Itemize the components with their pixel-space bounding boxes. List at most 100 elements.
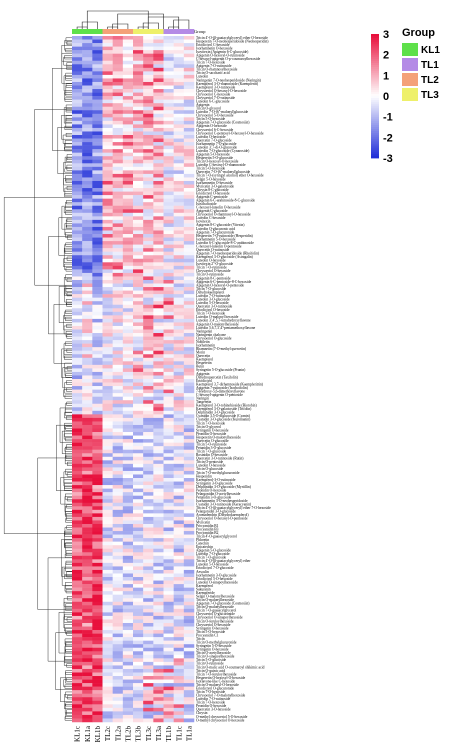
heatmap-cell [112,439,124,443]
heatmap-cell [173,573,185,578]
heatmap-cell [143,679,154,684]
heatmap-cell [173,534,185,539]
heatmap-cell [183,166,195,171]
heatmap-cell [163,156,174,161]
heatmap-cell [143,209,154,214]
heatmap-cell [72,315,83,320]
heatmap-cell [143,106,154,111]
heatmap-cell [163,382,174,387]
row-label: Kaempferol 3-O-galactoside (Trifolin) [196,407,252,411]
heatmap-cell [92,180,103,185]
heatmap-cell [163,389,174,394]
heatmap-cell [163,265,174,270]
heatmap-cell [122,156,134,161]
heatmap-cell [183,248,195,252]
heatmap-cell [102,577,113,581]
heatmap-cell [102,679,113,684]
heatmap-cell [102,449,113,454]
heatmap-cell [143,138,154,143]
heatmap-cell [133,562,144,567]
heatmap-cell [163,258,174,263]
row-dendrogram [3,37,72,721]
heatmap-cell [122,272,134,277]
heatmap-cell [82,142,93,146]
heatmap-cell [82,350,93,355]
heatmap-cell [163,552,174,557]
heatmap-cell [133,704,144,709]
heatmap-cell [102,159,113,164]
heatmap-cell [143,195,154,199]
row-label: Tricin O-malic acid O-coumaroyl shikimic… [196,665,265,669]
heatmap-cell [153,584,164,588]
heatmap-cell [122,375,134,380]
heatmap-cell [133,357,144,362]
heatmap-cell [92,700,103,705]
heatmap-cell [133,78,144,83]
heatmap-cell [153,640,164,645]
row-label: Dihydrokaempferol [196,290,224,294]
heatmap-cell [122,258,134,263]
row-label: C-hexosyl-apigenin O-p-coumaroylhexoside [196,57,261,61]
row-label: Chrysoeriol O-sinapoylhexoside [196,616,243,620]
heatmap-cell [173,223,185,228]
heatmap-cell [122,379,134,383]
heatmap-cell [122,470,134,475]
heatmap-cell [112,166,124,171]
heatmap-cell [163,99,174,104]
heatmap-cell [102,36,113,40]
heatmap-cell [183,209,195,214]
heatmap-cell [173,209,185,214]
heatmap-cell [92,138,103,143]
heatmap-cell [112,481,124,486]
heatmap-cell [153,251,164,256]
row-label: Tricin O-feruloylhexoside [196,619,234,623]
heatmap-cell [153,690,164,694]
heatmap-cell [163,499,174,504]
heatmap-cell [153,580,164,585]
heatmap-cell [72,718,83,723]
heatmap-cell [112,665,124,670]
heatmap-cell [183,424,195,429]
column-label: TL1c [175,726,183,741]
heatmap-cell [82,251,93,256]
heatmap-cell [72,198,83,203]
heatmap-cell [92,60,103,65]
heatmap-cell [82,442,93,447]
row-label: Kaempferol-3-O-rutinoside [196,478,236,482]
heatmap-cell [143,492,154,496]
heatmap-cell [72,106,83,111]
row-label: Eriodictyol 5-O-hexoside [196,577,233,581]
heatmap-cell [183,403,195,408]
heatmap-cell [112,294,124,298]
heatmap-cell [143,219,154,224]
heatmap-cell [122,555,134,560]
heatmap-cell [122,343,134,348]
heatmap-cell [143,683,154,687]
color-scale-step [371,104,379,107]
heatmap-cell [143,311,154,316]
heatmap-cell [163,534,174,539]
heatmap-cell [163,354,174,359]
heatmap-cell [102,131,113,136]
heatmap-cell [173,127,185,132]
heatmap-cell [82,580,93,585]
dendrogram-branch [64,716,72,721]
heatmap-cell [173,410,185,415]
heatmap-cell [112,96,124,100]
heatmap-cell [72,205,83,210]
heatmap-cell [173,513,185,518]
heatmap-cell [143,548,154,553]
heatmap-cell [72,262,83,267]
heatmap-cell [122,421,134,426]
heatmap-cell [133,633,144,638]
heatmap-cell [92,308,103,313]
heatmap-cell [82,173,93,178]
heatmap-cell [82,202,93,206]
heatmap-cell [82,608,93,613]
heatmap-cell [112,672,124,677]
row-label: Chrysoeriol O-rhamnosyl-O-hexoside [196,213,251,217]
heatmap-cell [112,248,124,252]
heatmap-cell [102,432,113,436]
heatmap-cell [183,463,195,468]
heatmap-cell [82,96,93,100]
